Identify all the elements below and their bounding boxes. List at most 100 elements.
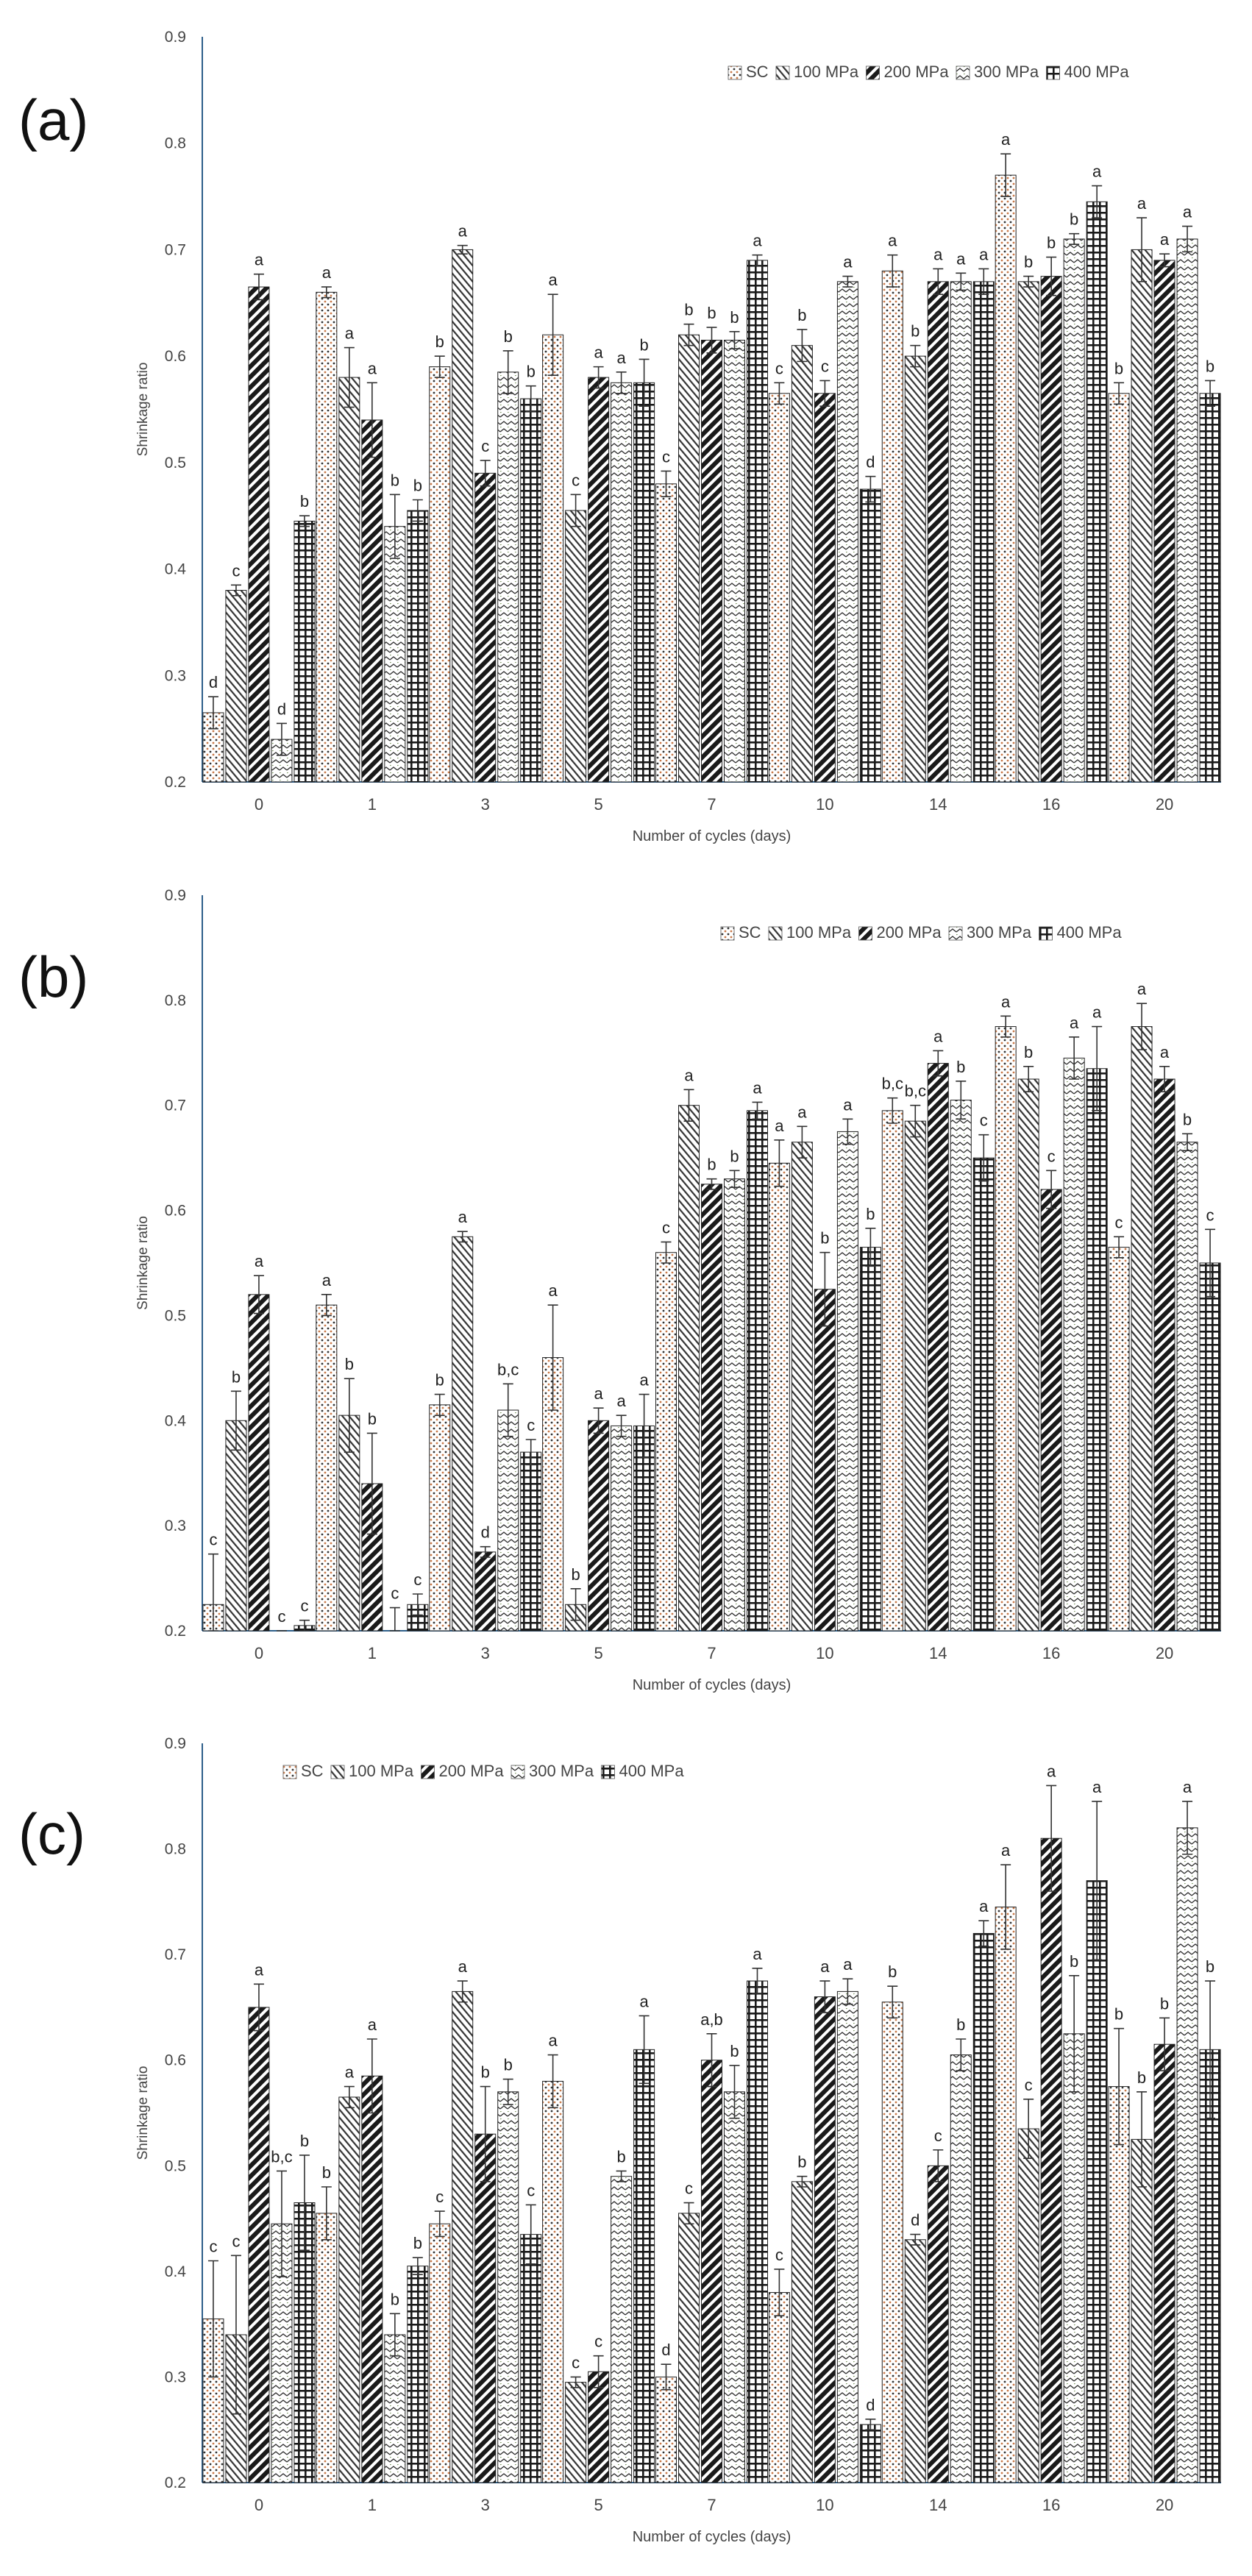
x-tick-label: 3 xyxy=(481,2496,490,2514)
significance-letter: b xyxy=(300,492,309,510)
legend-label: 400 MPa xyxy=(1057,923,1123,942)
error-bar xyxy=(706,1178,717,1190)
error-bar xyxy=(1092,1801,1103,1961)
bar-200-mpa xyxy=(248,2007,270,2483)
error-bar xyxy=(1069,1036,1080,1080)
significance-letter: c xyxy=(527,2181,535,2199)
bar-100-mpa xyxy=(1017,2128,1039,2483)
x-tick-label: 3 xyxy=(481,795,490,814)
significance-letter: b xyxy=(1024,253,1033,271)
y-tick-label: 0.7 xyxy=(165,1097,186,1114)
x-tick-label: 1 xyxy=(368,2496,377,2514)
significance-letter: c xyxy=(277,1607,285,1626)
bar-300-mpa xyxy=(1176,1142,1198,1632)
error-bar xyxy=(1159,253,1170,268)
x-tick-label: 10 xyxy=(816,1644,833,1662)
bar-400-mpa xyxy=(747,1110,768,1632)
legend-label: 200 MPa xyxy=(884,63,950,81)
significance-letter: c xyxy=(209,1531,217,1549)
error-bar xyxy=(842,1118,853,1145)
significance-letter: c xyxy=(821,357,829,375)
error-bar xyxy=(525,385,536,413)
significance-letter: b xyxy=(866,1205,875,1223)
significance-letter: a xyxy=(843,253,853,271)
error-bar xyxy=(978,1134,989,1182)
significance-letter: b xyxy=(730,308,739,327)
bar-sc xyxy=(1108,2086,1130,2483)
significance-letter: a xyxy=(775,1117,784,1135)
error-bar xyxy=(389,1607,400,1632)
error-bar xyxy=(797,329,808,363)
significance-letter: c xyxy=(232,2232,240,2250)
bar-100-mpa xyxy=(225,590,247,783)
error-bar xyxy=(570,2376,581,2388)
error-bar xyxy=(366,1432,377,1535)
error-bar xyxy=(593,366,604,389)
significance-letter: a xyxy=(1092,163,1102,181)
significance-letter: a xyxy=(1092,1778,1102,1796)
error-bar xyxy=(933,1050,944,1077)
significance-letter: c xyxy=(232,561,240,580)
error-bar xyxy=(570,494,581,527)
error-bar xyxy=(502,2078,513,2105)
significance-letter: a xyxy=(1001,992,1011,1011)
y-tick-label: 0.7 xyxy=(165,1946,186,1963)
error-bar xyxy=(639,358,650,407)
error-bar xyxy=(1069,232,1080,245)
error-bar xyxy=(706,327,717,354)
significance-letter: a xyxy=(548,271,558,289)
legend-label: 100 MPa xyxy=(349,1762,414,1780)
significance-letter: a xyxy=(639,1992,649,2010)
significance-letter: d xyxy=(866,2396,875,2414)
significance-letter: b xyxy=(1047,234,1056,252)
error-bar xyxy=(797,1125,808,1159)
x-tick-label: 16 xyxy=(1042,2496,1060,2514)
legend-label: 300 MPa xyxy=(529,1762,594,1780)
y-tick-label: 0.8 xyxy=(165,135,186,152)
error-bar xyxy=(1205,1980,1216,2119)
y-tick-label: 0.6 xyxy=(165,348,186,365)
bar-400-mpa xyxy=(407,2266,429,2483)
error-bar xyxy=(1023,275,1034,288)
bar-400-mpa xyxy=(633,382,655,783)
significance-letter: d xyxy=(277,700,286,718)
significance-letter: a xyxy=(345,324,355,343)
bar-300-mpa xyxy=(384,526,406,783)
x-axis-title: Number of cycles (days) xyxy=(633,828,792,844)
significance-letter: b xyxy=(345,1355,354,1373)
bar-200-mpa xyxy=(1153,1078,1175,1632)
bar-300-mpa xyxy=(1176,1827,1198,2483)
error-bar xyxy=(956,1081,967,1120)
legend-label: 300 MPa xyxy=(974,63,1039,81)
significance-letter: a xyxy=(1137,980,1147,998)
bar-400-mpa xyxy=(1086,1068,1108,1632)
significance-letter: a xyxy=(1160,1043,1170,1061)
bar-sc xyxy=(1108,1247,1130,1632)
error-bar xyxy=(910,2233,921,2246)
bar-300-mpa xyxy=(724,339,745,783)
x-axis-title: Number of cycles (days) xyxy=(633,2529,792,2545)
error-bar xyxy=(412,499,423,522)
bar-sc xyxy=(768,2292,790,2483)
panel-c: (c) 0.2 0.3 0.4 0.5 0.6 0.7 0.8 0.9 Shrinkage rat… xyxy=(18,1735,1221,2545)
bar-300-mpa xyxy=(950,1100,972,1632)
bar-sc xyxy=(995,174,1017,783)
significance-letter: c xyxy=(775,359,783,377)
bar-300-mpa xyxy=(611,382,633,783)
error-bar xyxy=(774,382,785,405)
error-bar xyxy=(887,1985,898,2019)
bar-400-mpa xyxy=(972,1932,995,2483)
significance-letter: a xyxy=(458,1957,468,1976)
error-bar xyxy=(1114,1236,1125,1259)
error-bar xyxy=(299,1619,310,1632)
significance-letter: a xyxy=(933,1027,943,1045)
bar-400-mpa xyxy=(859,488,881,783)
significance-letter: b xyxy=(707,1156,716,1174)
bar-100-mpa xyxy=(791,1142,813,1632)
significance-letter: d xyxy=(911,2211,920,2230)
error-bar xyxy=(842,1978,853,2005)
error-bar xyxy=(683,2202,694,2225)
bar-sc xyxy=(995,1907,1017,2483)
bar-sc xyxy=(429,2223,451,2483)
